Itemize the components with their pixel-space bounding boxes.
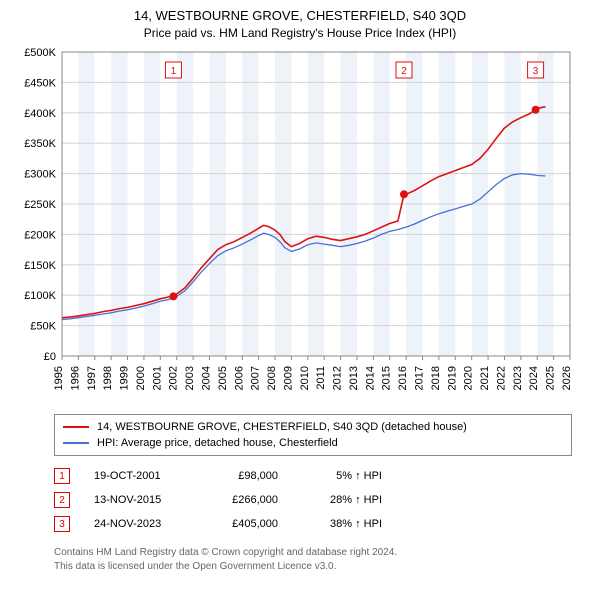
svg-text:2014: 2014 <box>364 366 376 390</box>
legend-label-hpi: HPI: Average price, detached house, Ches… <box>97 437 338 449</box>
marker-badge: 2 <box>54 492 70 508</box>
legend-label-property: 14, WESTBOURNE GROVE, CHESTERFIELD, S40 … <box>97 421 467 433</box>
svg-text:1999: 1999 <box>119 366 131 390</box>
attribution-text: Contains HM Land Registry data © Crown c… <box>54 546 572 573</box>
legend-swatch-property <box>63 426 89 428</box>
chart-subtitle: Price paid vs. HM Land Registry's House … <box>10 26 590 40</box>
legend-row-property: 14, WESTBOURNE GROVE, CHESTERFIELD, S40 … <box>63 419 563 435</box>
svg-text:2018: 2018 <box>430 366 442 390</box>
marker-price: £405,000 <box>208 518 278 530</box>
svg-text:£450K: £450K <box>24 77 56 89</box>
svg-text:2004: 2004 <box>200 366 212 390</box>
svg-text:2006: 2006 <box>233 366 245 390</box>
marker-badge: 3 <box>54 516 70 532</box>
chart-area: £0 £50K £100K £150K £200K £250K £300K £350K £400… <box>10 46 590 406</box>
svg-text:2020: 2020 <box>463 366 475 390</box>
svg-text:£300K: £300K <box>24 169 56 181</box>
svg-text:2002: 2002 <box>168 366 180 390</box>
svg-text:2019: 2019 <box>446 366 458 390</box>
svg-text:2013: 2013 <box>348 366 360 390</box>
chart-title: 14, WESTBOURNE GROVE, CHESTERFIELD, S40 … <box>10 8 590 23</box>
svg-text:£150K: £150K <box>24 260 56 272</box>
svg-text:2017: 2017 <box>414 366 426 390</box>
legend-box: 14, WESTBOURNE GROVE, CHESTERFIELD, S40 … <box>54 414 572 456</box>
svg-text:1995: 1995 <box>53 366 65 390</box>
svg-text:2003: 2003 <box>184 366 196 390</box>
marker-badge: 1 <box>54 468 70 484</box>
marker-row: 3 24-NOV-2023 £405,000 38% ↑ HPI <box>54 512 572 536</box>
legend-swatch-hpi <box>63 442 89 444</box>
svg-text:£250K: £250K <box>24 199 56 211</box>
svg-text:1997: 1997 <box>86 366 98 390</box>
marker-pct: 5% ↑ HPI <box>302 470 382 482</box>
line-chart-svg: £0 £50K £100K £150K £200K £250K £300K £350K £400… <box>10 46 590 406</box>
svg-text:2009: 2009 <box>282 366 294 390</box>
attribution-line2: This data is licensed under the Open Gov… <box>54 560 572 574</box>
marker-date: 24-NOV-2023 <box>94 518 184 530</box>
marker-date: 13-NOV-2015 <box>94 494 184 506</box>
svg-text:2001: 2001 <box>151 366 163 390</box>
svg-text:2026: 2026 <box>561 366 573 390</box>
svg-text:1: 1 <box>171 66 177 77</box>
svg-text:2025: 2025 <box>545 366 557 390</box>
marker-price: £266,000 <box>208 494 278 506</box>
svg-text:2008: 2008 <box>266 366 278 390</box>
marker-price: £98,000 <box>208 470 278 482</box>
svg-text:2012: 2012 <box>332 366 344 390</box>
svg-text:2023: 2023 <box>512 366 524 390</box>
svg-text:1996: 1996 <box>69 366 81 390</box>
svg-text:1998: 1998 <box>102 366 114 390</box>
svg-text:2010: 2010 <box>299 366 311 390</box>
svg-text:£200K: £200K <box>24 229 56 241</box>
svg-text:£400K: £400K <box>24 108 56 120</box>
marker-table: 1 19-OCT-2001 £98,000 5% ↑ HPI 2 13-NOV-2015 £… <box>54 464 572 536</box>
svg-text:2: 2 <box>401 66 407 77</box>
marker-pct: 38% ↑ HPI <box>302 518 382 530</box>
legend-row-hpi: HPI: Average price, detached house, Ches… <box>63 435 563 451</box>
svg-text:2011: 2011 <box>315 366 327 390</box>
attribution-line1: Contains HM Land Registry data © Crown c… <box>54 546 572 560</box>
svg-text:£100K: £100K <box>24 290 56 302</box>
svg-text:2022: 2022 <box>495 366 507 390</box>
svg-text:3: 3 <box>533 66 539 77</box>
svg-text:2021: 2021 <box>479 366 491 390</box>
svg-text:2000: 2000 <box>135 366 147 390</box>
svg-text:2024: 2024 <box>528 366 540 390</box>
marker-row: 2 13-NOV-2015 £266,000 28% ↑ HPI <box>54 488 572 512</box>
svg-text:2007: 2007 <box>250 366 262 390</box>
svg-text:£50K: £50K <box>30 321 56 333</box>
marker-row: 1 19-OCT-2001 £98,000 5% ↑ HPI <box>54 464 572 488</box>
marker-pct: 28% ↑ HPI <box>302 494 382 506</box>
svg-text:£500K: £500K <box>24 47 56 59</box>
marker-date: 19-OCT-2001 <box>94 470 184 482</box>
svg-text:£350K: £350K <box>24 138 56 150</box>
svg-text:2015: 2015 <box>381 366 393 390</box>
svg-text:£0: £0 <box>44 351 56 363</box>
svg-text:2005: 2005 <box>217 366 229 390</box>
svg-text:2016: 2016 <box>397 366 409 390</box>
